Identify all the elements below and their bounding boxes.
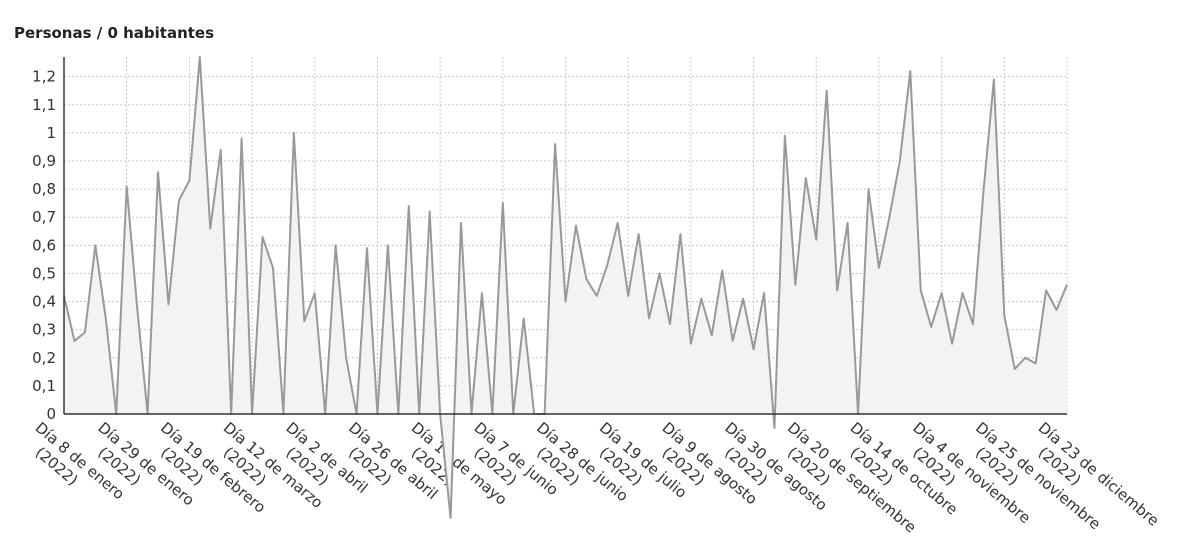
y-tick-label: 1,1 (32, 96, 56, 114)
y-tick-label: 0,7 (32, 208, 56, 226)
y-tick-label: 0,3 (32, 321, 56, 339)
y-tick-label: 0,4 (32, 293, 56, 311)
y-tick-label: 0,6 (32, 236, 56, 254)
y-tick-label: 0,1 (32, 377, 56, 395)
y-tick-label: 1,2 (32, 68, 56, 86)
x-tick-label: Día 25 de noviembre (972, 418, 1104, 533)
y-tick-label: 0 (46, 405, 56, 423)
y-tick-label: 0,5 (32, 264, 56, 282)
x-tick-label: Día 23 de diciembre (1035, 418, 1163, 529)
y-tick-label: 0,8 (32, 180, 56, 198)
y-tick-label: 0,9 (32, 152, 56, 170)
y-tick-label: 0,2 (32, 349, 56, 367)
area (64, 57, 1067, 519)
y-tick-label: 1 (46, 124, 56, 142)
y-axis-title: Personas / 0 habitantes (14, 24, 214, 42)
